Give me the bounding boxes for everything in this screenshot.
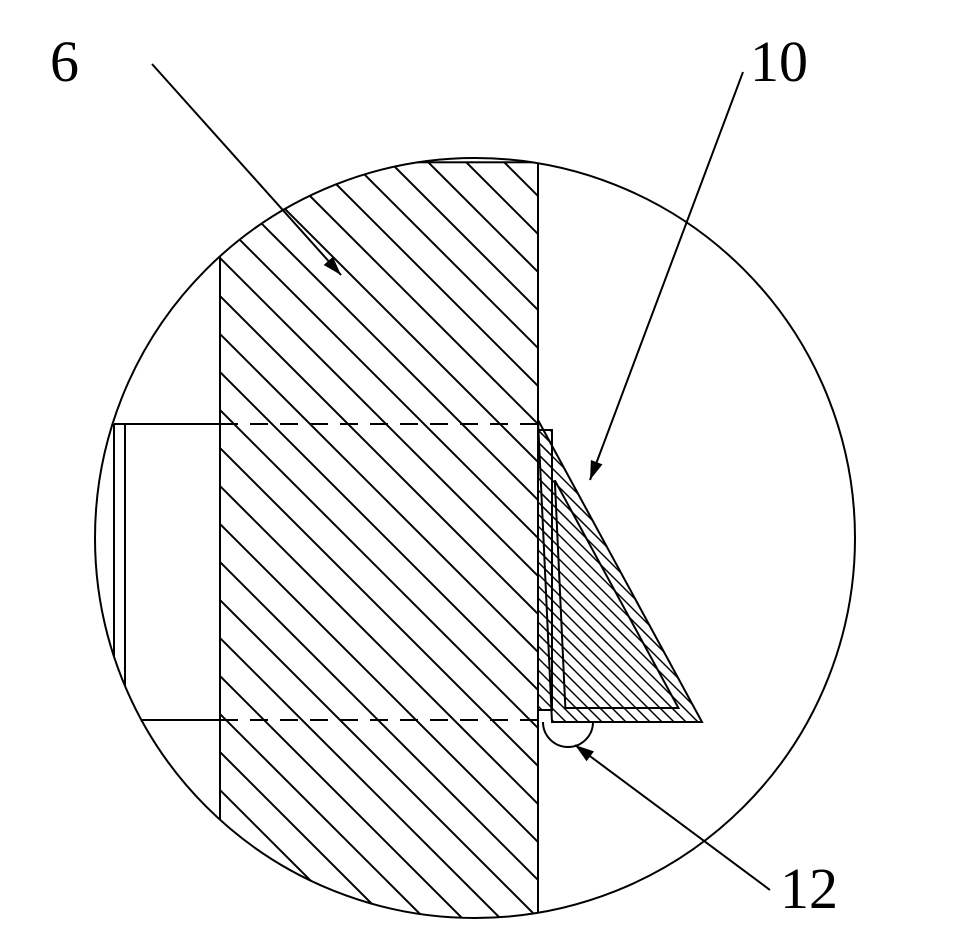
column-cross-section	[220, 162, 538, 918]
left-flange	[114, 424, 220, 720]
detail-circle	[95, 158, 855, 918]
diagram-svg	[0, 0, 956, 938]
label-6: 6	[50, 28, 79, 95]
label-10: 10	[750, 28, 808, 95]
label-12: 12	[780, 855, 838, 922]
column-hatch	[170, 0, 588, 938]
detail-arc	[543, 722, 593, 747]
